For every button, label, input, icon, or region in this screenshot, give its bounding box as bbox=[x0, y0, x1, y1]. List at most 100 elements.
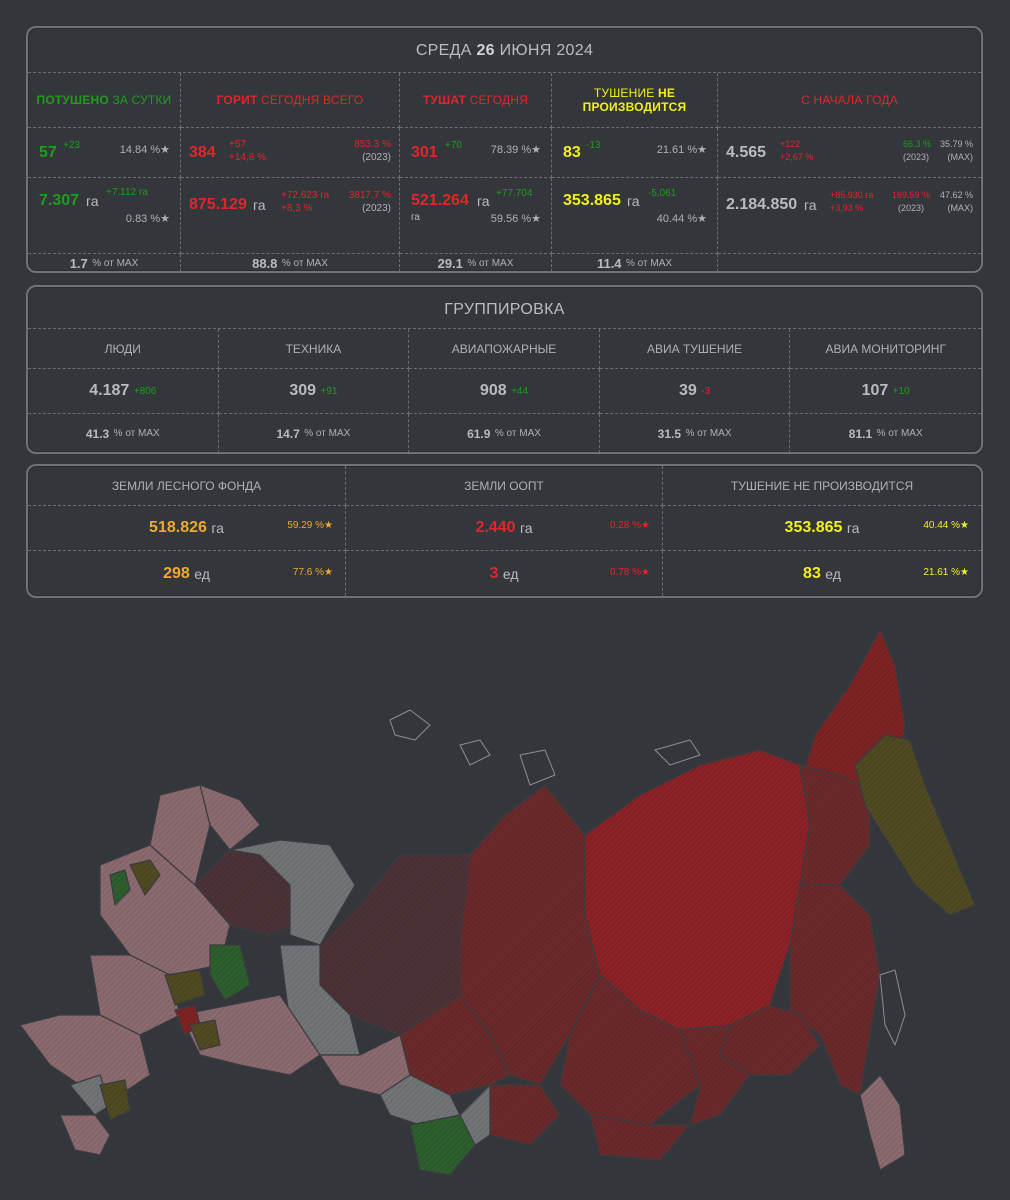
group-panel: ГРУППИРОВКА ЛЮДИ ТЕХНИКА АВИАПОЖАРНЫЕ АВИА … bbox=[26, 285, 983, 454]
header-not-fighting: ТУШЕНИЕ НЕ ПРОИЗВОДИТСЯ bbox=[552, 73, 718, 128]
ytd-count-delta1: +122 bbox=[780, 139, 801, 149]
group-label: ТЕХНИКА bbox=[285, 341, 342, 356]
lands-label: ТУШЕНИЕ НЕ ПРОИЗВОДИТСЯ bbox=[730, 478, 914, 493]
fighting-area-cell: 521.264 га +77.704 га 59.56 %★ bbox=[400, 178, 552, 254]
group-of-max: 31.5 bbox=[657, 426, 682, 441]
lands-header-cell: ЗЕМЛИ ООПТ bbox=[346, 466, 663, 506]
region-altai-hatch bbox=[410, 1115, 475, 1175]
region-tomsk-hatch bbox=[400, 995, 510, 1095]
lands-area-unit: га bbox=[519, 520, 533, 536]
region-south-hatch bbox=[20, 1015, 150, 1095]
ytd-area-cmp2-sub: (MAX) bbox=[947, 203, 974, 213]
region-central-green-hatch bbox=[210, 945, 250, 1000]
extinguished-count-cell: 57 +23 14.84 %★ bbox=[28, 128, 181, 178]
group-value: 39 bbox=[679, 382, 697, 399]
region-central-olive-hatch bbox=[130, 860, 160, 895]
group-value: 309 bbox=[289, 382, 317, 399]
group-grid: ЛЮДИ ТЕХНИКА АВИАПОЖАРНЫЕ АВИА ТУШЕНИЕ АВИА … bbox=[28, 328, 981, 453]
extinguished-area-cell: 7.307 га +7.112 га 0.83 %★ bbox=[28, 178, 181, 254]
lands-label: ЗЕМЛИ ООПТ bbox=[464, 478, 544, 493]
group-header-cell: АВИАПОЖАРНЫЕ bbox=[409, 329, 600, 369]
ytd-area-cmp2: 47.62 % bbox=[939, 190, 973, 200]
group-value: 4.187 bbox=[89, 382, 130, 399]
header-burning: ГОРИТ СЕГОДНЯ ВСЕГО bbox=[181, 73, 400, 128]
group-of-max-unit: % от MAX bbox=[113, 428, 160, 439]
not-fighting-area-unit: га bbox=[627, 193, 640, 209]
extinguished-count-pct: 14.84 %★ bbox=[119, 144, 170, 156]
group-header-cell: ТЕХНИКА bbox=[218, 329, 410, 369]
ytd-count-cmp1: 66.3 % bbox=[903, 139, 932, 149]
not-fighting-area: 353.865 bbox=[563, 192, 621, 209]
not-fighting-count: 83 bbox=[563, 144, 581, 161]
group-delta: +91 bbox=[320, 385, 338, 397]
summary-grid: ПОТУШЕНО ЗА СУТКИ ГОРИТ СЕГОДНЯ ВСЕГО ТУ… bbox=[28, 72, 981, 272]
burning-area-delta1: +72.623 га bbox=[281, 190, 330, 201]
burning-area-cmp: 3817.7 % bbox=[348, 190, 391, 201]
region-karelia-hatch bbox=[150, 785, 210, 885]
ytd-area-delta1: +85.930 га bbox=[830, 190, 874, 200]
region-khabarovsk-hatch bbox=[790, 885, 880, 1095]
island-new-siberian bbox=[654, 739, 701, 766]
lands-area-pct: 59.29 %★ bbox=[287, 520, 333, 531]
lands-count-cell: 298 ед 77.6 %★ bbox=[28, 551, 346, 596]
group-delta: -3 bbox=[701, 385, 711, 397]
region-central-2-hatch bbox=[90, 955, 180, 1035]
burning-area: 875.129 bbox=[189, 196, 247, 213]
region-murmansk-hatch bbox=[200, 785, 260, 850]
fighting-area-unit: га bbox=[477, 193, 490, 209]
burning-count-cmp: 853.3 % bbox=[354, 139, 391, 150]
russia-fire-map bbox=[19, 629, 976, 1176]
ytd-area-delta2: +3,93 % bbox=[830, 203, 864, 213]
region-leningrad-green-hatch bbox=[110, 870, 130, 905]
group-header-cell: ЛЮДИ bbox=[28, 329, 219, 369]
ytd-count-cmp2-sub: (MAX) bbox=[947, 152, 974, 162]
island-svalbard-like bbox=[459, 739, 491, 766]
region-krasnoyarsk-hatch bbox=[460, 785, 600, 1085]
ytd-area: 2.184.850 bbox=[726, 196, 798, 213]
lands-count-unit: ед bbox=[194, 565, 210, 582]
region-kemerovo-hatch bbox=[460, 1085, 490, 1145]
extinguished-of-max: 1.7 % от MAX bbox=[28, 254, 181, 272]
group-of-max-unit: % от MAX bbox=[876, 428, 923, 439]
lands-area-pct: 40.44 %★ bbox=[923, 520, 969, 531]
lands-label: ЗЕМЛИ ЛЕСНОГО ФОНДА bbox=[111, 478, 262, 493]
extinguished-count-delta: +23 bbox=[63, 140, 80, 151]
region-olive-spot-hatch bbox=[190, 1020, 220, 1050]
lands-header-cell: ЗЕМЛИ ЛЕСНОГО ФОНДА bbox=[28, 466, 346, 506]
fighting-count-delta: +70 bbox=[445, 140, 462, 151]
ytd-count-cmp2: 35.79 % bbox=[939, 139, 973, 149]
region-zabaikalye-hatch bbox=[680, 1025, 750, 1125]
ytd-of-max-empty bbox=[718, 254, 981, 272]
lands-area-cell: 353.865 га 40.44 %★ bbox=[663, 506, 981, 551]
group-delta: +44 bbox=[511, 385, 529, 397]
burning-area-unit: га bbox=[253, 197, 266, 213]
region-novosibirsk-hatch bbox=[380, 1075, 460, 1125]
lands-count: 83 bbox=[803, 564, 821, 582]
extinguished-area-delta: +7.112 га bbox=[106, 187, 148, 198]
fighting-count: 301 bbox=[411, 144, 438, 161]
group-delta: +10 bbox=[892, 385, 910, 397]
not-fighting-count-pct: 21.61 %★ bbox=[656, 144, 707, 156]
region-caucasus-hatch bbox=[100, 1080, 130, 1120]
ytd-count-cmp1-sub: (2023) bbox=[903, 152, 930, 162]
region-tyva-hatch bbox=[490, 1085, 560, 1145]
region-kamchatka-hatch bbox=[855, 735, 975, 915]
region-amur-hatch bbox=[720, 1005, 820, 1075]
extinguished-area-pct: 0.83 %★ bbox=[125, 213, 170, 225]
group-value-cell: 309 +91 bbox=[218, 369, 410, 414]
ytd-count-cell: 4.565 +122 +2,67 % 66.3 % (2023) 35.79 %… bbox=[718, 128, 981, 178]
group-of-max-cell: 14.7 % от MAX bbox=[219, 414, 410, 453]
fighting-area-delta: +77.704 bbox=[496, 188, 533, 199]
lands-count-unit: ед bbox=[825, 565, 841, 582]
burning-area-cell: 875.129 га +72.623 га +8,3 % 3817.7 % (2… bbox=[181, 178, 400, 254]
lands-area-pct: 0.28 %★ bbox=[609, 520, 650, 531]
group-label: АВИА ТУШЕНИЕ bbox=[646, 341, 743, 356]
group-value-cell: 107 +10 bbox=[790, 369, 981, 414]
region-magadan-hatch bbox=[800, 765, 870, 885]
region-tyumen-hatch bbox=[320, 1035, 410, 1095]
lands-area: 353.865 bbox=[784, 519, 843, 536]
group-header-cell: АВИА МОНИТОРИНГ bbox=[790, 329, 981, 369]
ytd-count: 4.565 bbox=[726, 144, 767, 161]
header-ytd: С НАЧАЛА ГОДА bbox=[718, 73, 981, 128]
fighting-count-pct: 78.39 %★ bbox=[490, 144, 541, 156]
